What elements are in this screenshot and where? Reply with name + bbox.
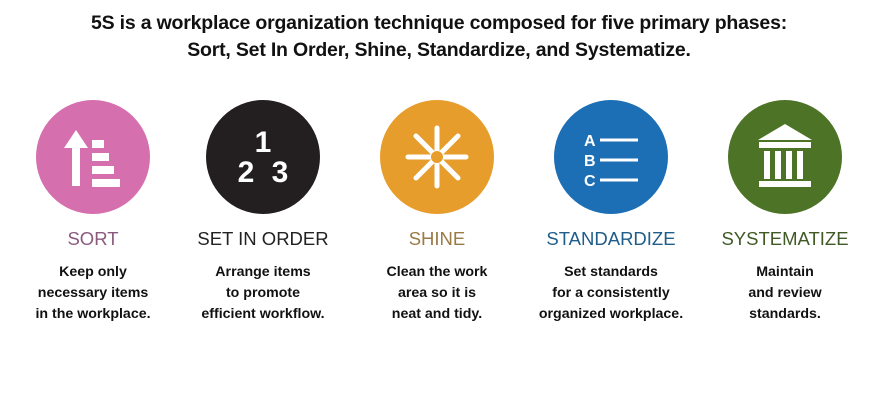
- phase-set-in-order: 1 2 3 SET IN ORDER Arrange items to prom…: [178, 100, 348, 325]
- phase-description: Maintain and review standards.: [748, 264, 822, 322]
- pillared-building-icon: [758, 124, 812, 187]
- letter-a: A: [584, 133, 596, 150]
- phase-label: SYSTEMATIZE: [721, 228, 849, 249]
- letter-c: C: [584, 173, 596, 190]
- shine-circle: [380, 100, 494, 214]
- phase-sort: SORT Keep only necessary items in the wo…: [8, 100, 178, 325]
- phase-label: SORT: [67, 228, 119, 249]
- phase-systematize: SYSTEMATIZE Maintain and review standard…: [700, 100, 870, 325]
- sparkle-star-icon: [405, 125, 469, 189]
- letter-b: B: [584, 153, 596, 170]
- phase-label: SET IN ORDER: [197, 228, 329, 249]
- phase-description: Keep only necessary items in the workpla…: [35, 264, 151, 322]
- sort-circle: [36, 100, 150, 214]
- standardize-circle: A B C: [554, 100, 668, 214]
- phase-standardize: A B C STANDARDIZE Set standards for a co…: [526, 100, 696, 325]
- phase-description: Set standards for a consistently organiz…: [538, 264, 684, 322]
- number-1: 1: [255, 126, 272, 159]
- title-line-1: 5S is a workplace organization technique…: [90, 12, 788, 34]
- phase-label: STANDARDIZE: [546, 228, 676, 249]
- page-title: 5S is a workplace organization technique…: [0, 10, 878, 64]
- abc-list-icon: A B C: [584, 133, 638, 190]
- number-3: 3: [272, 156, 289, 189]
- sort-arrow-list-icon: [64, 130, 120, 187]
- numbers-123-icon: 1 2 3: [238, 126, 289, 189]
- set-in-order-circle: 1 2 3: [206, 100, 320, 214]
- phase-description: Clean the work area so it is neat and ti…: [386, 264, 488, 322]
- phase-shine: SHINE Clean the work area so it is neat …: [352, 100, 522, 325]
- title-line-2: Sort, Set In Order, Shine, Standardize, …: [187, 39, 691, 61]
- number-2: 2: [238, 156, 255, 189]
- phase-label: SHINE: [408, 228, 466, 249]
- phase-description: Arrange items to promote efficient workf…: [201, 264, 325, 322]
- systematize-circle: [728, 100, 842, 214]
